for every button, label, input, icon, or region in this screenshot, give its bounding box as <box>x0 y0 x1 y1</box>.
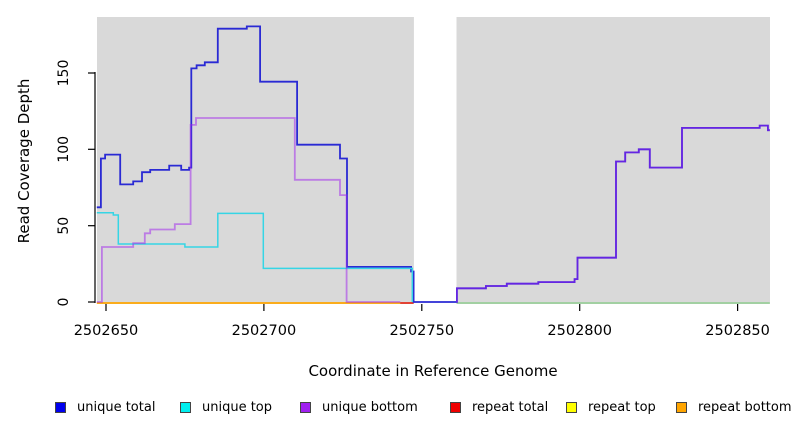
y-tick-label: 150 <box>56 60 72 87</box>
series-unique-bottom <box>456 124 770 303</box>
legend-label: unique bottom <box>322 399 418 415</box>
x-tick-label: 2502800 <box>547 323 612 339</box>
masked-region <box>413 16 457 304</box>
legend-swatch-icon <box>55 401 66 413</box>
x-tick-label: 2502700 <box>232 323 297 339</box>
legend-entry-repeat-total: repeat total <box>450 398 548 416</box>
y-tick-label: 0 <box>56 298 72 307</box>
legend-entry-unique-bottom: unique bottom <box>300 398 418 416</box>
plot-canvas: 0 50 100 150 2502650 2502700 2502750 2502800 250… <box>56 16 770 339</box>
x-tick-label: 2502650 <box>74 323 139 339</box>
legend-entry-unique-top: unique top <box>180 398 272 416</box>
legend-swatch-icon <box>676 401 687 413</box>
legend-entry-repeat-top: repeat top <box>566 398 656 416</box>
legend-swatch-icon <box>450 401 461 413</box>
x-axis-title: Coordinate in Reference Genome <box>308 362 558 380</box>
x-tick-label: 2502850 <box>705 323 770 339</box>
legend-swatch-icon <box>300 401 311 413</box>
legend-label: unique top <box>202 399 273 415</box>
series-unique-bottom <box>96 117 401 303</box>
legend-entry-unique-total: unique total <box>55 398 155 416</box>
legend: unique total unique top unique bottom re… <box>0 398 792 418</box>
legend-label: repeat bottom <box>698 399 792 415</box>
x-tick-label: 2502750 <box>390 323 455 339</box>
legend-label: repeat top <box>588 399 656 415</box>
y-tick-label: 50 <box>56 217 72 235</box>
y-axis-title: Read Coverage Depth <box>15 78 33 244</box>
legend-label: unique total <box>77 399 156 415</box>
legend-entry-repeat-bottom: repeat bottom <box>676 398 792 416</box>
series-unique-top <box>96 211 414 302</box>
legend-label: repeat total <box>472 399 549 415</box>
legend-swatch-icon <box>566 401 577 413</box>
y-tick-label: 100 <box>56 136 72 163</box>
legend-swatch-icon <box>180 401 191 413</box>
